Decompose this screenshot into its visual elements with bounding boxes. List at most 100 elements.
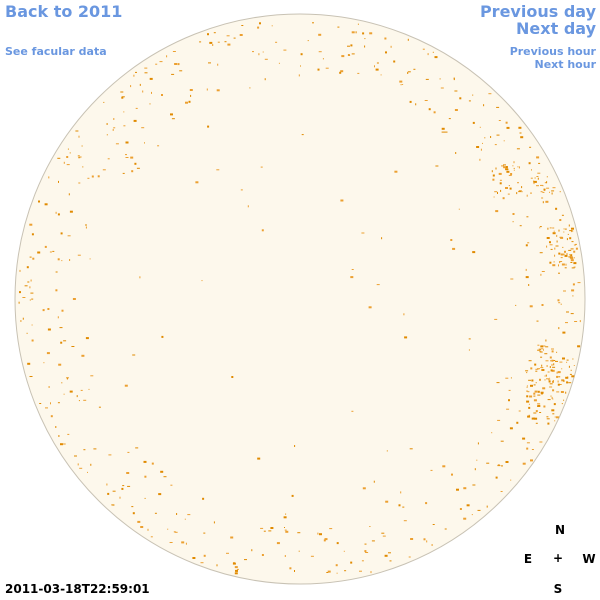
- facula: [77, 254, 81, 256]
- facula: [552, 380, 554, 383]
- facula: [568, 224, 570, 227]
- facula: [553, 363, 555, 366]
- facula: [544, 353, 548, 355]
- facula: [500, 491, 503, 492]
- facula: [496, 106, 500, 108]
- facula: [90, 463, 92, 466]
- facula: [526, 216, 529, 218]
- facula: [69, 210, 73, 213]
- facula: [444, 131, 448, 133]
- facula: [533, 182, 535, 185]
- facula: [216, 564, 218, 567]
- previous-day-link[interactable]: Previous day: [479, 2, 596, 21]
- facula: [29, 299, 31, 301]
- facula: [102, 169, 106, 171]
- facula: [344, 570, 347, 572]
- facula: [63, 340, 67, 342]
- facula: [552, 413, 555, 415]
- facula: [566, 381, 569, 384]
- facula: [29, 223, 33, 226]
- facula: [535, 370, 538, 372]
- facula: [57, 402, 60, 404]
- facula: [491, 432, 493, 434]
- facula: [546, 416, 549, 418]
- facula: [67, 433, 70, 435]
- facula: [323, 539, 326, 542]
- facula: [431, 544, 433, 546]
- facula: [552, 366, 556, 368]
- facula: [127, 485, 131, 487]
- facula: [236, 568, 239, 570]
- facula: [540, 348, 544, 350]
- facula: [569, 230, 573, 232]
- facula: [343, 550, 345, 552]
- facula: [217, 63, 219, 66]
- facula: [500, 189, 502, 192]
- facula: [98, 406, 101, 408]
- facula: [463, 517, 467, 520]
- facula: [527, 415, 531, 418]
- facula: [486, 462, 490, 464]
- facula: [542, 387, 546, 390]
- facula: [252, 51, 254, 53]
- facula: [556, 240, 558, 243]
- facula: [381, 237, 383, 240]
- facula: [558, 302, 561, 304]
- facula: [463, 487, 467, 490]
- back-link[interactable]: Back to 2011: [5, 2, 123, 21]
- facula: [568, 365, 570, 368]
- facula: [540, 273, 542, 276]
- facula: [551, 350, 554, 353]
- facula: [307, 40, 309, 42]
- facula: [212, 44, 214, 46]
- facula: [206, 88, 208, 91]
- facula: [519, 132, 522, 134]
- facula: [564, 254, 568, 257]
- facula: [549, 244, 553, 246]
- facula: [539, 378, 541, 381]
- facular-link[interactable]: See facular data: [5, 45, 107, 58]
- next-day-link[interactable]: Next day: [516, 19, 596, 38]
- facula: [48, 386, 50, 388]
- facula: [249, 87, 251, 89]
- facula: [569, 237, 572, 240]
- facula: [240, 189, 243, 191]
- facula: [120, 91, 124, 93]
- facula: [546, 237, 550, 239]
- facula: [452, 247, 456, 250]
- facula: [376, 284, 380, 286]
- facula: [19, 291, 21, 294]
- facula: [496, 134, 500, 136]
- facula: [132, 354, 136, 356]
- facula: [535, 410, 538, 413]
- facula: [261, 229, 264, 232]
- facula: [575, 243, 577, 245]
- facula: [82, 166, 84, 168]
- facula: [561, 368, 563, 370]
- facula: [50, 402, 51, 405]
- facula: [508, 399, 510, 402]
- facula: [571, 227, 574, 230]
- previous-hour-link[interactable]: Previous hour: [509, 45, 596, 58]
- timestamp: 2011-03-18T22:59:01: [5, 582, 150, 596]
- facula: [181, 541, 185, 544]
- facula: [413, 68, 416, 70]
- facula: [200, 562, 204, 564]
- facula: [451, 473, 453, 476]
- facula: [135, 71, 137, 73]
- facula: [545, 346, 549, 348]
- facula: [540, 345, 544, 348]
- facula: [536, 176, 539, 177]
- facula: [537, 390, 540, 393]
- facula: [551, 363, 553, 366]
- facula: [551, 369, 555, 372]
- facula: [533, 180, 537, 183]
- facula: [44, 245, 47, 248]
- facula: [85, 224, 87, 226]
- facula: [285, 513, 287, 515]
- next-hour-link[interactable]: Next hour: [534, 58, 597, 71]
- facula: [549, 241, 551, 244]
- facula: [61, 309, 64, 312]
- facula: [541, 364, 543, 367]
- facula: [565, 322, 568, 324]
